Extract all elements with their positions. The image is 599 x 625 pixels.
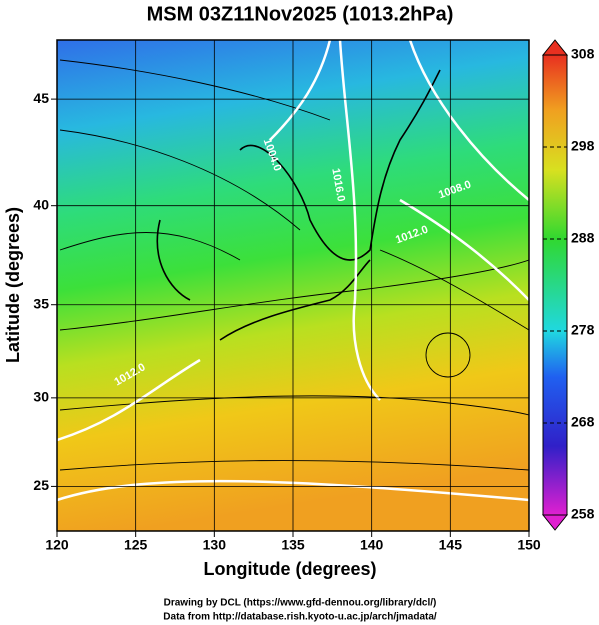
y-axis-label: Latitude (degrees) <box>3 207 23 363</box>
chart-title: MSM 03Z11Nov2025 (1013.2hPa) <box>147 3 454 25</box>
streamline <box>59 395 529 416</box>
y-tick-label: 35 <box>33 295 49 311</box>
colorbar-under <box>541 514 569 531</box>
x-tick-label: 145 <box>439 537 463 553</box>
credit: Drawing by DCL (https://www.gfd-dennou.o… <box>164 598 437 609</box>
grid <box>56 40 530 531</box>
colorbar-tick-label: 308 <box>571 46 595 62</box>
streamline <box>59 232 241 261</box>
x-tick-label: 135 <box>281 537 305 553</box>
y-tick-label: 25 <box>33 477 49 493</box>
colorbar-tick-label: 268 <box>571 414 595 430</box>
isobar <box>399 198 529 301</box>
y-tick-label: 40 <box>33 196 49 212</box>
colorbar-tick-label: 288 <box>571 230 595 246</box>
coast <box>219 259 371 341</box>
streamline <box>59 460 529 471</box>
y-tick-label: 45 <box>33 90 49 106</box>
credit: Data from http://database.rish.kyoto-u.a… <box>163 612 437 623</box>
colorbar-tick-label: 258 <box>571 506 595 522</box>
coastline <box>156 69 441 341</box>
colorbar-over <box>541 39 569 56</box>
x-tick-label: 150 <box>517 537 541 553</box>
y-tick-label: 30 <box>33 389 49 405</box>
isobar <box>57 479 529 502</box>
streamline <box>379 249 529 331</box>
x-tick-label: 120 <box>45 537 69 553</box>
x-tick-label: 130 <box>203 537 227 553</box>
x-tick-label: 140 <box>360 537 384 553</box>
isobar <box>338 40 381 401</box>
x-tick-label: 125 <box>124 537 148 553</box>
isobars <box>57 40 529 502</box>
streamline <box>425 332 471 378</box>
coast <box>156 219 191 301</box>
x-axis-label: Longitude (degrees) <box>203 559 376 579</box>
isobar <box>408 40 529 201</box>
streamline <box>59 129 301 231</box>
isobar <box>269 40 332 141</box>
colorbar-tick-label: 298 <box>571 138 595 154</box>
colorbar <box>542 54 568 516</box>
isobar <box>57 358 201 442</box>
contour-label: 1016.0 <box>329 167 347 202</box>
colorbar-tick-label: 278 <box>571 322 595 338</box>
coast <box>239 69 441 261</box>
